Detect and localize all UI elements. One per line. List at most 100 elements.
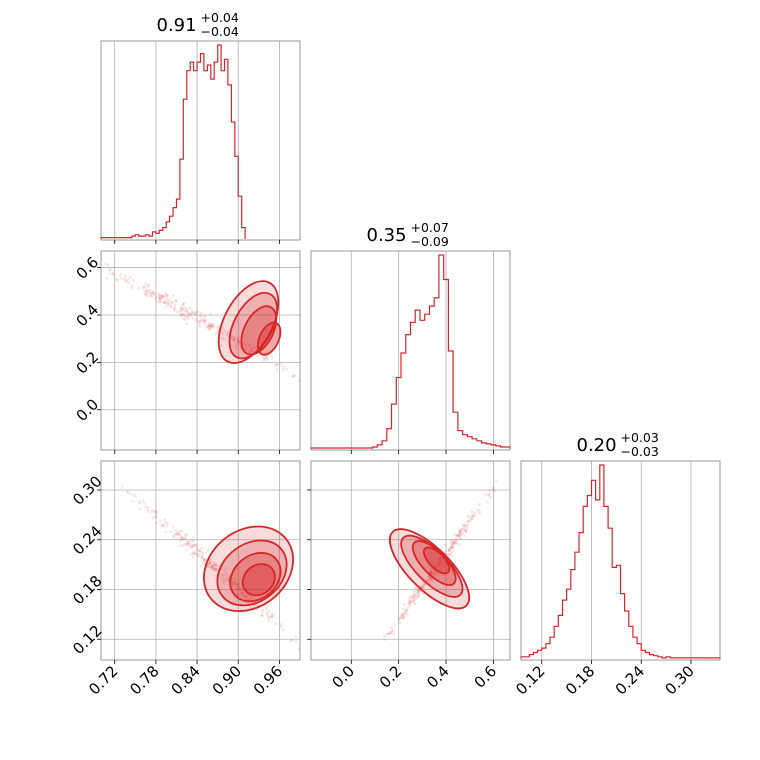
sample-point bbox=[158, 299, 162, 302]
sample-point bbox=[141, 499, 145, 503]
sample-point bbox=[465, 523, 469, 527]
sample-point bbox=[208, 562, 212, 566]
sample-point bbox=[453, 539, 457, 543]
sample-point bbox=[105, 276, 109, 280]
title-upper-error: +0.07 bbox=[411, 220, 449, 235]
sample-point bbox=[179, 537, 183, 540]
sample-point bbox=[430, 578, 434, 581]
sample-point bbox=[160, 297, 164, 301]
sample-point bbox=[237, 341, 240, 345]
y-tick-label: 0.6 bbox=[73, 253, 103, 283]
sample-point bbox=[224, 338, 228, 341]
sample-point bbox=[253, 604, 257, 607]
param-title-1: 0.35 +0.07−0.09 bbox=[367, 220, 449, 249]
sample-point bbox=[183, 537, 186, 540]
hist-panel-1: 0.35 +0.07−0.09 bbox=[310, 220, 511, 454]
sample-point bbox=[131, 279, 135, 283]
sample-point bbox=[182, 302, 186, 305]
x-tick-label: 0.6 bbox=[471, 662, 501, 692]
sample-point bbox=[227, 578, 230, 582]
sample-point bbox=[448, 548, 452, 551]
sample-point bbox=[437, 564, 441, 568]
sample-point bbox=[138, 507, 142, 511]
sample-point bbox=[237, 340, 240, 344]
sample-point bbox=[464, 528, 467, 532]
sample-point bbox=[248, 605, 252, 609]
sample-point bbox=[196, 549, 200, 552]
sample-point bbox=[429, 571, 433, 575]
sample-point bbox=[195, 546, 199, 550]
sample-point bbox=[434, 572, 437, 576]
sample-point bbox=[165, 294, 169, 298]
histogram-step bbox=[310, 254, 511, 449]
sample-point bbox=[197, 320, 201, 324]
sample-point bbox=[151, 516, 155, 519]
sample-point bbox=[154, 512, 158, 515]
sample-point bbox=[180, 536, 184, 540]
sample-point bbox=[147, 506, 150, 509]
sample-point bbox=[233, 582, 237, 586]
sample-point bbox=[413, 593, 417, 597]
x-tick-label: 0.90 bbox=[209, 662, 245, 698]
sample-point bbox=[415, 586, 418, 590]
sample-point bbox=[431, 572, 434, 575]
sample-point bbox=[265, 613, 269, 617]
sample-point bbox=[452, 547, 456, 550]
sample-point bbox=[455, 533, 459, 537]
sample-point bbox=[216, 330, 220, 334]
sample-point bbox=[106, 263, 110, 267]
sample-point bbox=[172, 307, 176, 310]
sample-point bbox=[408, 602, 411, 605]
sample-point bbox=[432, 574, 436, 577]
sample-point bbox=[177, 532, 181, 536]
sample-point bbox=[198, 550, 202, 553]
sample-point bbox=[195, 310, 199, 313]
sample-point bbox=[294, 635, 298, 638]
sample-point bbox=[112, 272, 115, 276]
sample-point bbox=[230, 335, 233, 339]
sample-point bbox=[137, 500, 141, 504]
sample-point bbox=[187, 544, 191, 547]
sample-point bbox=[178, 533, 182, 537]
sample-point bbox=[174, 532, 178, 536]
sample-point bbox=[208, 560, 212, 564]
sample-point bbox=[439, 561, 442, 565]
sample-point bbox=[413, 586, 417, 590]
sample-point bbox=[411, 594, 414, 598]
x-tick-label: 0.84 bbox=[168, 662, 204, 698]
sample-point bbox=[187, 312, 190, 316]
sample-point bbox=[221, 573, 225, 576]
sample-point bbox=[187, 311, 191, 315]
sample-point bbox=[450, 545, 454, 549]
sample-point bbox=[150, 294, 154, 298]
sample-point bbox=[184, 535, 188, 539]
sample-point bbox=[275, 370, 278, 373]
sample-point bbox=[244, 595, 248, 599]
axes-frame bbox=[310, 250, 511, 451]
sample-point bbox=[206, 565, 209, 568]
sample-point bbox=[233, 581, 236, 584]
sample-point bbox=[260, 610, 264, 614]
sample-point bbox=[149, 294, 153, 298]
sample-point bbox=[180, 535, 183, 539]
sample-point bbox=[207, 324, 211, 328]
sample-point bbox=[279, 624, 283, 628]
sample-point bbox=[221, 337, 225, 341]
sample-point bbox=[204, 314, 207, 318]
sample-point bbox=[450, 546, 453, 549]
sample-point bbox=[153, 509, 157, 513]
sample-point bbox=[233, 577, 237, 581]
sample-point bbox=[171, 294, 175, 298]
sample-point bbox=[210, 324, 214, 328]
sample-point bbox=[457, 532, 461, 536]
sample-point bbox=[405, 608, 408, 612]
sample-point bbox=[226, 331, 230, 334]
sample-point bbox=[448, 545, 452, 549]
sample-point bbox=[274, 622, 278, 626]
sample-point bbox=[211, 564, 215, 567]
sample-point bbox=[407, 602, 411, 605]
sample-point bbox=[458, 535, 461, 539]
sample-point bbox=[179, 309, 183, 312]
param-title-2: 0.20 +0.03−0.03 bbox=[577, 430, 659, 459]
